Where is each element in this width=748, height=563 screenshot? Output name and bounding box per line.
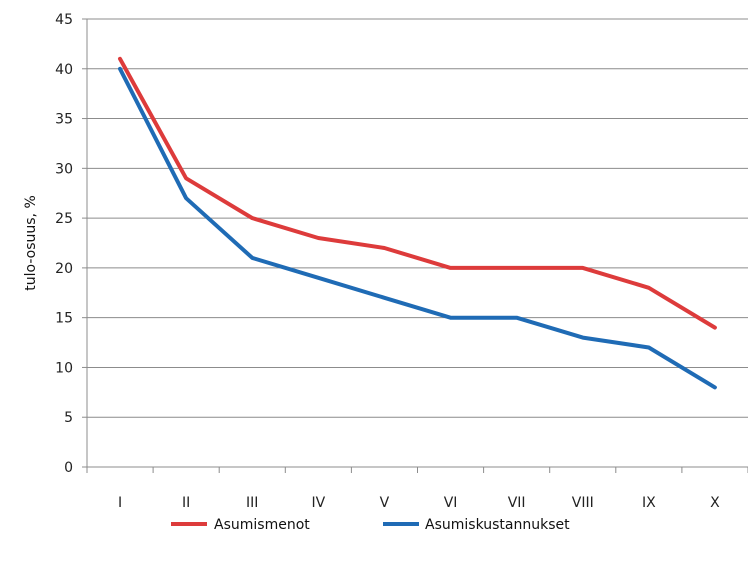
y-tick-label: 20 (55, 261, 73, 277)
x-tick-label: X (710, 495, 720, 511)
y-tick-label: 35 (55, 112, 73, 128)
y-tick-label: 5 (64, 410, 73, 426)
legend-label-2: Asumiskustannukset (425, 517, 570, 533)
y-tick-label: 45 (55, 12, 73, 28)
x-tick-label: IX (642, 495, 656, 511)
x-tick-label: V (380, 495, 390, 511)
series-lines (118, 56, 717, 390)
y-axis-title: tulo-osuus, % (23, 195, 39, 291)
y-tick-label: 15 (55, 311, 73, 327)
x-tick-label: VIII (572, 495, 594, 511)
y-tick-label: 10 (55, 360, 73, 376)
gridlines (87, 18, 748, 418)
x-tick-label: III (246, 495, 258, 511)
x-tick-label: VI (444, 495, 458, 511)
y-tick-label: 25 (55, 211, 73, 227)
legend: Asumismenot Asumiskustannukset (171, 517, 570, 533)
series-line-2 (118, 66, 717, 390)
y-tick-label: 30 (55, 161, 73, 177)
x-tick-label: II (182, 495, 190, 511)
series-line-1 (118, 56, 717, 330)
x-tick-label: IV (311, 495, 325, 511)
y-tick-label: 0 (64, 460, 73, 476)
legend-label-1: Asumismenot (214, 517, 310, 533)
y-tick-label: 40 (55, 62, 73, 78)
x-tick-label: I (118, 495, 122, 511)
x-tick-label: VII (508, 495, 526, 511)
